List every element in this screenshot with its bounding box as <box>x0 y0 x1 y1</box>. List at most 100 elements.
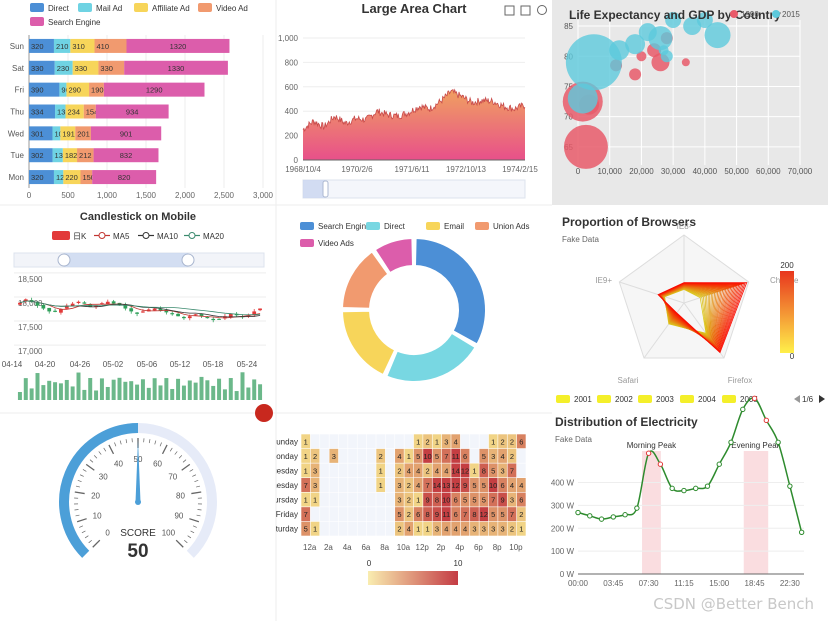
heat-cell <box>395 448 404 463</box>
volume-bar <box>105 386 110 400</box>
heat-cell-value: 1 <box>491 437 495 446</box>
volume-bar <box>70 386 75 400</box>
heat-cell <box>357 448 367 463</box>
x-tick-label: 05-02 <box>103 360 124 369</box>
y-tick-label: 17,000 <box>18 347 43 356</box>
heat-cell <box>441 492 451 507</box>
gauge-tick <box>175 539 184 548</box>
gauge-tick-label: 40 <box>114 460 123 469</box>
volume-bar <box>222 389 227 400</box>
x-tick-label: 04-26 <box>70 360 91 369</box>
heat-cell-value: 4 <box>519 481 523 490</box>
heat-cell <box>507 492 517 507</box>
heat-cell <box>432 434 442 449</box>
candle-body <box>199 313 204 317</box>
bubble-2015 <box>704 22 731 49</box>
data-label: 820 <box>118 173 131 182</box>
heat-cell <box>516 434 526 449</box>
legend-label-0: Search Engine <box>318 222 371 231</box>
bar-segment <box>52 126 61 141</box>
bubble-chart: 6570758085010,00020,00030,00040,00050,00… <box>552 0 828 205</box>
bubble-2015 <box>683 17 702 36</box>
heat-cell <box>404 521 414 536</box>
heat-cell <box>366 492 376 507</box>
legend-label-2: Affiliate Ad <box>152 4 190 13</box>
heat-cell <box>413 434 423 449</box>
x-tick-label: 1,000 <box>97 191 118 200</box>
volume-bar <box>152 378 157 400</box>
electricity-point <box>775 439 781 445</box>
candle-body <box>123 304 128 309</box>
heat-cell-value: 8 <box>425 510 429 519</box>
data-label: 832 <box>120 151 133 160</box>
zoom-icon[interactable] <box>504 5 515 16</box>
bar-segment <box>53 170 64 185</box>
legend-label: 2001 <box>574 395 592 404</box>
heat-cell <box>479 507 489 522</box>
heat-cell <box>301 478 311 492</box>
heat-cell <box>348 463 357 478</box>
heat-cell <box>366 463 376 478</box>
heat-cell <box>338 521 348 536</box>
heat-cell <box>310 521 320 536</box>
heat-cell-value: 1 <box>416 496 420 505</box>
heat-cell <box>338 492 348 507</box>
radar-indicator-label: Safari <box>618 376 639 385</box>
gauge-tick-label: 60 <box>153 460 162 469</box>
y-tick-label: 800 <box>285 58 299 67</box>
volume-bar <box>111 379 116 400</box>
legend-swatch-2 <box>426 222 440 230</box>
y-tick-label: 0 W <box>560 570 575 579</box>
gauge-tick <box>194 479 199 483</box>
heat-cell-value: 10 <box>489 481 497 490</box>
heat-cell-value: 2 <box>397 466 401 475</box>
heat-cell <box>357 521 367 536</box>
heat-cell <box>385 478 395 492</box>
heat-cell <box>460 434 470 449</box>
legend-marker-1990 <box>730 10 738 18</box>
heat-cell <box>451 434 461 449</box>
radar-subtitle: Fake Data <box>562 235 599 244</box>
zoom-reset-icon[interactable] <box>520 5 531 16</box>
heat-cell <box>498 478 507 492</box>
heat-cell <box>329 507 339 522</box>
heat-cell-value: 7 <box>491 496 495 505</box>
heat-cell <box>432 478 442 492</box>
heat-cell-value: 7 <box>304 510 308 519</box>
heat-cell <box>507 521 517 536</box>
heat-cell <box>366 478 376 492</box>
restore-icon[interactable] <box>537 5 547 15</box>
legend-label-1990: 1990 <box>741 10 759 19</box>
heat-cell <box>516 507 526 522</box>
gauge-tick <box>161 444 168 455</box>
x-tick-label: 03:45 <box>603 579 624 588</box>
x-tick-label: 11:15 <box>674 579 694 588</box>
legend-label-4: Search Engine <box>48 18 101 27</box>
heat-cell-value: 5 <box>463 496 467 505</box>
volume-bar <box>211 385 216 400</box>
hour-label: 4p <box>455 543 464 552</box>
gauge-label: SCORE <box>120 528 156 539</box>
heat-cell <box>366 507 376 522</box>
hour-label: 2a <box>324 543 333 552</box>
area-fill <box>303 89 525 160</box>
legend-ma-label: MA5 <box>113 232 130 241</box>
heat-cell <box>516 492 526 507</box>
heat-cell <box>498 507 507 522</box>
legend-swatch <box>556 395 570 403</box>
bubble-1990 <box>636 51 647 62</box>
x-tick-label: 70,000 <box>788 167 813 176</box>
gauge-tick-label: 70 <box>168 473 177 482</box>
heat-cell <box>413 507 423 522</box>
gauge-tick <box>114 442 117 447</box>
y-tick-label: 400 <box>285 107 299 116</box>
heat-cell-value: 12 <box>452 481 460 490</box>
heat-cell-value: 9 <box>463 481 467 490</box>
heat-cell <box>385 434 395 449</box>
x-tick-label: 05-12 <box>170 360 191 369</box>
gauge-tick <box>192 474 197 477</box>
heat-cell-value: 5 <box>435 452 439 461</box>
bar-segment <box>103 82 205 97</box>
heat-cell-value: 4 <box>444 466 448 475</box>
data-label: 134 <box>57 108 70 117</box>
